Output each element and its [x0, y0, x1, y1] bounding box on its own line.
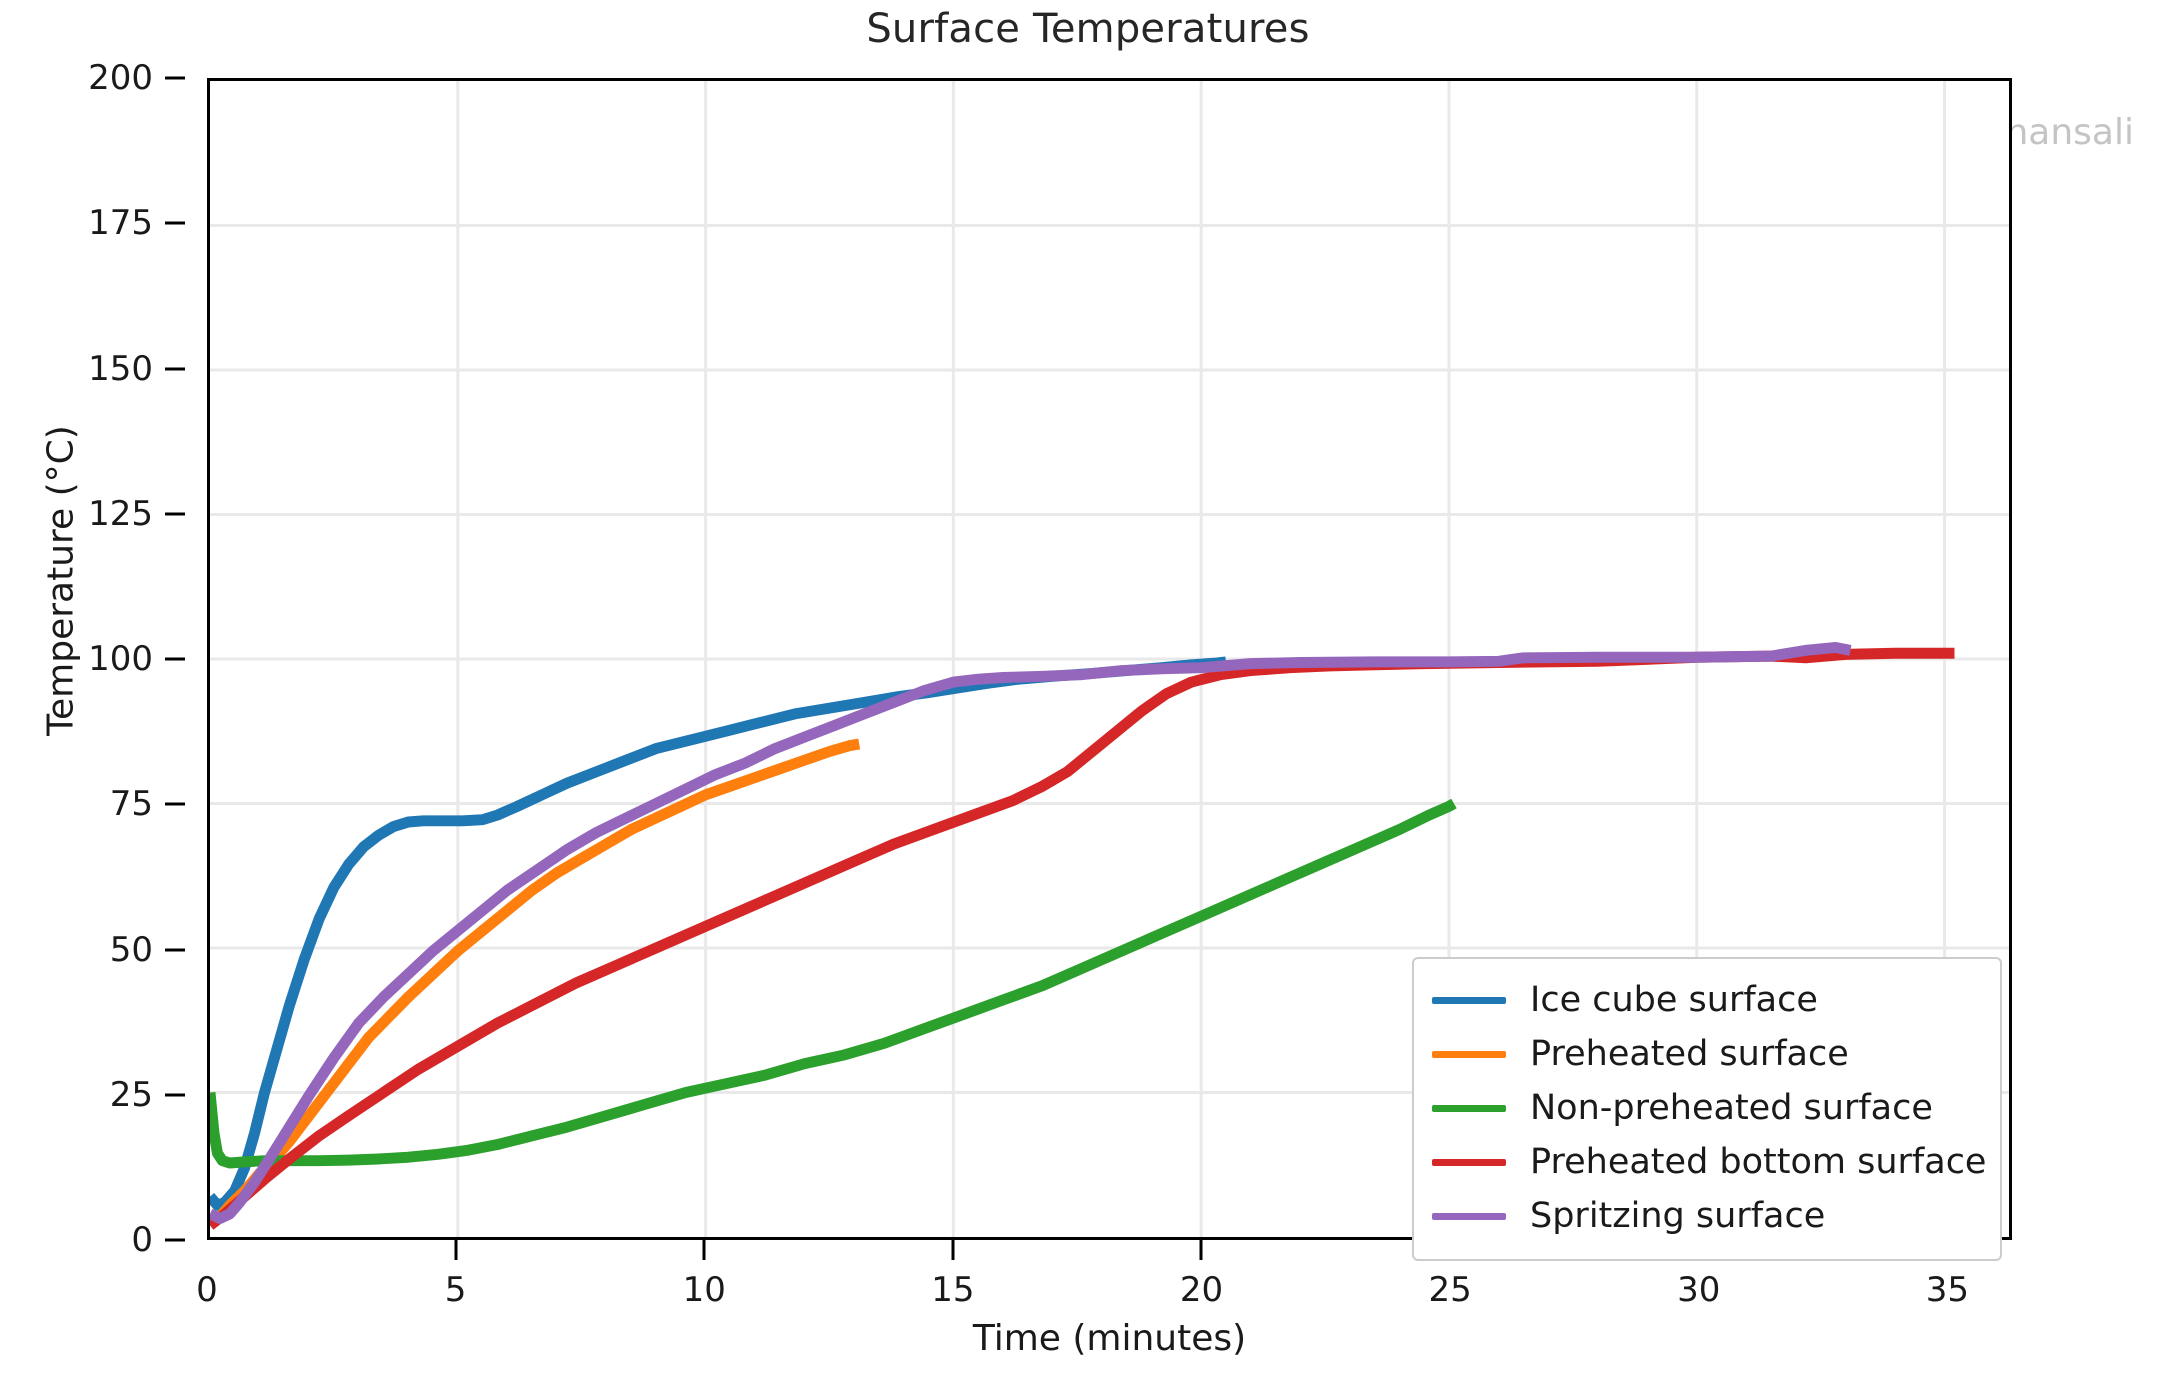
- y-tick-label: 200: [88, 58, 153, 98]
- y-tick-mark: [165, 1238, 185, 1242]
- legend-item[interactable]: Spritzing surface: [1432, 1189, 1982, 1243]
- legend-label: Ice cube surface: [1530, 979, 1818, 1020]
- series-line: [210, 656, 1227, 1211]
- y-tick-mark: [165, 512, 185, 516]
- x-axis-label: Time (minutes): [972, 1318, 1247, 1359]
- y-axis-tick-labels: 0 25 50 75 100 125 150 175 200: [0, 58, 185, 1260]
- y-tick-mark: [165, 221, 185, 225]
- y-tick-label: 25: [109, 1074, 153, 1115]
- legend-label: Spritzing surface: [1530, 1195, 1826, 1236]
- legend-color-swatch: [1432, 1104, 1506, 1112]
- chart-title: Surface Temperatures: [866, 6, 1310, 52]
- x-tick-label: 30: [1677, 1270, 1721, 1310]
- legend-color-swatch: [1432, 996, 1506, 1004]
- x-tick-label: 15: [931, 1270, 975, 1310]
- y-tick-mark: [165, 802, 185, 806]
- y-tick-mark: [165, 367, 185, 370]
- y-tick-label: 150: [88, 348, 153, 389]
- x-tick-mark: [702, 1240, 706, 1260]
- data-lines: [210, 641, 1955, 1230]
- y-tick-label: 125: [88, 493, 153, 534]
- legend-label: Preheated surface: [1530, 1033, 1849, 1074]
- y-tick-label: 100: [88, 639, 153, 679]
- legend-color-swatch: [1432, 1050, 1506, 1058]
- legend-color-swatch: [1432, 1212, 1506, 1220]
- y-tick-mark: [165, 76, 185, 80]
- x-tick-mark: [454, 1240, 458, 1260]
- y-tick-mark: [165, 657, 185, 661]
- legend-label: Preheated bottom surface: [1530, 1141, 1987, 1182]
- series-line: [210, 738, 861, 1230]
- x-tick-label: 25: [1428, 1270, 1472, 1310]
- x-tick-mark: [1199, 1240, 1203, 1260]
- y-tick-label: 50: [109, 929, 153, 970]
- y-tick-mark: [165, 1093, 185, 1097]
- x-tick-label: 5: [444, 1270, 467, 1310]
- y-tick-label: 175: [88, 203, 153, 244]
- y-tick-mark: [165, 948, 185, 951]
- legend-color-swatch: [1432, 1158, 1506, 1166]
- legend-label: Non-preheated surface: [1530, 1087, 1933, 1128]
- series-line: [210, 641, 1852, 1224]
- y-axis-label: Temperature (°C): [40, 425, 82, 736]
- legend-item[interactable]: Ice cube surface: [1432, 973, 1982, 1027]
- chart-legend: Ice cube surface Preheated surface Non-pre…: [1412, 957, 2002, 1261]
- y-tick-label: 75: [109, 784, 153, 825]
- y-tick-label: 0: [131, 1220, 153, 1260]
- x-tick-mark: [951, 1240, 955, 1260]
- x-tick-label: 20: [1179, 1270, 1224, 1310]
- legend-item[interactable]: Preheated bottom surface: [1432, 1135, 1986, 1189]
- x-tick-label-zero: 0: [196, 1270, 218, 1310]
- legend-item[interactable]: Non-preheated surface: [1432, 1081, 1982, 1135]
- legend-item[interactable]: Preheated surface: [1432, 1027, 1982, 1081]
- x-tick-label: 35: [1925, 1270, 1969, 1310]
- x-tick-label: 10: [682, 1270, 726, 1310]
